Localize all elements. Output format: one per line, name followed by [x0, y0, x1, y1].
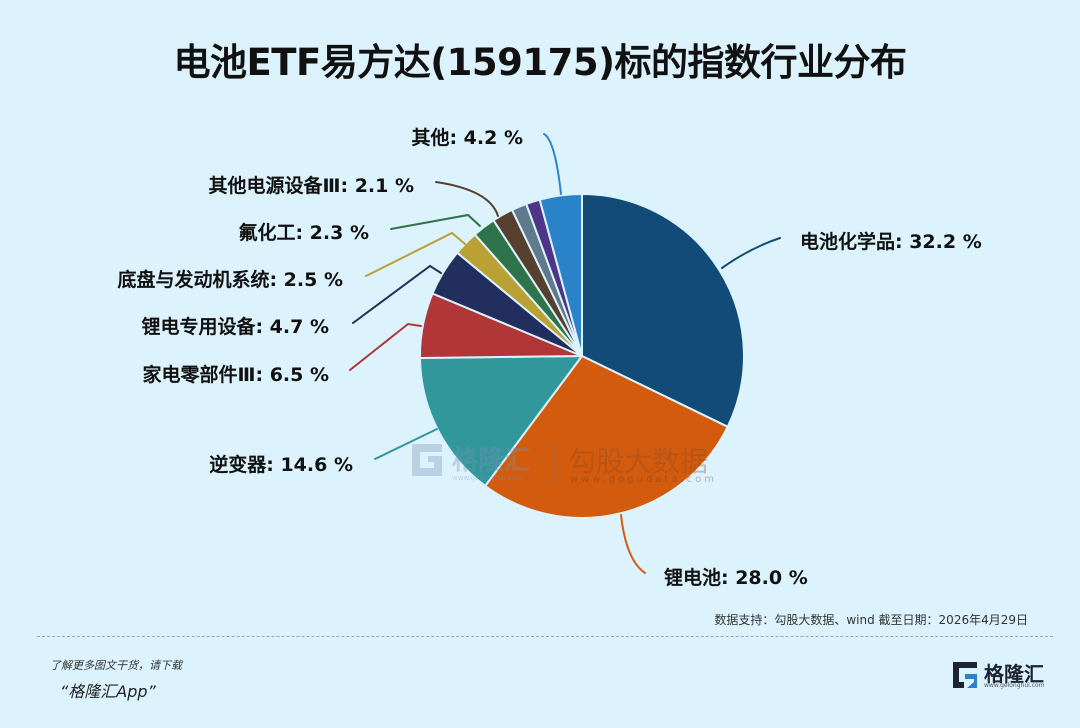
chart-title: 电池ETF易方达(159175)标的指数行业分布 [173, 41, 907, 84]
data-source-note: 数据支持：勾股大数据、wind 截至日期：2026年4月29日 [714, 613, 1028, 627]
label-lithium-battery: 锂电池: 28.0 % [664, 567, 808, 589]
label-other-power-equipment: 其他电源设备Ⅲ: 2.1 % [208, 175, 414, 197]
leader-appliance-parts [349, 322, 422, 371]
slice-battery-chemicals [581, 193, 745, 428]
leader-fluorochemical [390, 213, 481, 230]
slice-lithium-battery [484, 355, 729, 519]
promo-text: 了解更多图文干货，请下载 [50, 659, 182, 672]
promo-app-name: “格隆汇App” [60, 682, 156, 701]
leader-other [543, 133, 562, 195]
label-appliance-parts: 家电零部件Ⅲ: 6.5 % [142, 364, 329, 386]
dashed-divider [37, 636, 1053, 637]
label-fluorochemical: 氟化工: 2.3 % [238, 222, 369, 244]
logo-url: www.gelonghui.com [984, 682, 1045, 689]
leader-lithium-equipment [352, 264, 442, 324]
label-lithium-equipment: 锂电专用设备: 4.7 % [141, 316, 329, 338]
leader-other-power-equipment [435, 181, 499, 217]
leader-chassis-engine [365, 231, 466, 277]
logo-name: 格隆汇 [984, 662, 1044, 686]
label-battery-chemicals: 电池化学品: 32.2 % [800, 231, 982, 253]
leader-inverter [374, 428, 438, 460]
gelonghui-logo: 格隆汇 www.gelonghui.com [950, 658, 1060, 690]
slice-other [538, 192, 583, 357]
leader-lithium-battery [620, 514, 646, 574]
label-chassis-engine: 底盘与发动机系统: 2.5 % [117, 269, 343, 291]
label-other: 其他: 4.2 % [411, 127, 523, 149]
label-inverter: 逆变器: 14.6 % [209, 454, 353, 476]
gelonghui-g-icon [953, 662, 977, 688]
leader-battery-chemicals [721, 237, 781, 269]
